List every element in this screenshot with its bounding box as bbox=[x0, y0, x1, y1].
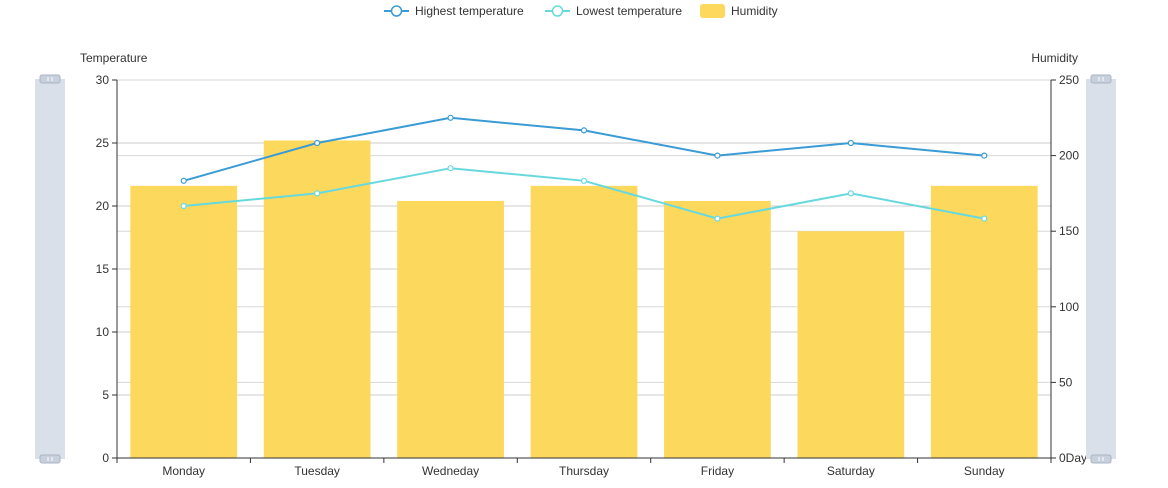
right-tick-label: 50 bbox=[1059, 375, 1073, 389]
left-tick-label: 15 bbox=[96, 262, 110, 276]
right-zoom-slider[interactable] bbox=[1086, 79, 1116, 459]
highest-temperature-point[interactable] bbox=[981, 152, 988, 159]
highest-temperature-point[interactable] bbox=[447, 114, 454, 121]
axes: Temperature Humidity 0 5 10 15 20 25 30 0Day 50 1… bbox=[80, 51, 1087, 478]
x-tick-label: Monday bbox=[162, 464, 205, 478]
x-tick-label: Sunday bbox=[964, 464, 1005, 478]
right-tick-label: 150 bbox=[1059, 224, 1079, 238]
right-tick-label: 0Day bbox=[1059, 451, 1087, 465]
right-tick-label: 250 bbox=[1059, 73, 1079, 87]
humidity-bar[interactable] bbox=[130, 185, 238, 458]
left-tick-label: 5 bbox=[102, 388, 109, 402]
lowest-temperature-point[interactable] bbox=[447, 165, 454, 172]
right-axis-title: Humidity bbox=[1031, 51, 1078, 65]
left-tick-label: 25 bbox=[96, 136, 110, 150]
humidity-bars bbox=[130, 140, 1038, 459]
humidity-bar[interactable] bbox=[530, 185, 638, 458]
left-tick-label: 10 bbox=[96, 325, 110, 339]
x-tick-label: Saturday bbox=[827, 464, 875, 478]
left-tick-label: 0 bbox=[102, 451, 109, 465]
data-zoom-sliders bbox=[35, 74, 1116, 464]
highest-temperature-point[interactable] bbox=[714, 152, 721, 159]
highest-temperature-point[interactable] bbox=[314, 139, 321, 147]
humidity-bar[interactable] bbox=[797, 231, 905, 458]
right-tick-label: 200 bbox=[1059, 149, 1079, 163]
lowest-temperature-point[interactable] bbox=[180, 202, 187, 210]
humidity-bar[interactable] bbox=[930, 185, 1038, 458]
lowest-temperature-point[interactable] bbox=[714, 215, 721, 222]
lowest-temperature-point[interactable] bbox=[580, 177, 588, 184]
x-tick-label: Friday bbox=[701, 464, 734, 478]
right-zoom-top-handle[interactable] bbox=[1090, 74, 1112, 84]
legend-item-humidity[interactable]: Humidity bbox=[700, 4, 778, 18]
left-zoom-bottom-handle[interactable] bbox=[39, 454, 61, 464]
highest-temperature-point[interactable] bbox=[847, 139, 854, 147]
left-tick-label: 20 bbox=[96, 199, 110, 213]
legend-point-marker bbox=[390, 5, 403, 17]
humidity-bar[interactable] bbox=[664, 200, 771, 458]
lowest-temperature-point[interactable] bbox=[847, 190, 854, 197]
lowest-temperature-point[interactable] bbox=[981, 215, 988, 222]
humidity-bar[interactable] bbox=[263, 140, 371, 459]
legend-label: Highest temperature bbox=[415, 4, 524, 18]
temperature-lines bbox=[180, 114, 988, 222]
lowest-temperature-point[interactable] bbox=[314, 190, 321, 197]
legend-label: Humidity bbox=[731, 4, 778, 18]
right-zoom-bottom-handle[interactable] bbox=[1090, 454, 1112, 464]
left-axis-title: Temperature bbox=[80, 51, 148, 65]
x-tick-label: Wedneday bbox=[422, 464, 479, 478]
legend-bar-marker bbox=[700, 4, 725, 18]
legend-label: Lowest temperature bbox=[576, 4, 682, 18]
x-tick-label: Thursday bbox=[559, 464, 609, 478]
humidity-bar[interactable] bbox=[397, 200, 504, 458]
left-zoom-top-handle[interactable] bbox=[39, 74, 61, 84]
legend-item-lowest-temperature[interactable]: Lowest temperature bbox=[545, 4, 682, 18]
right-tick-label: 100 bbox=[1059, 300, 1079, 314]
highest-temperature-point[interactable] bbox=[180, 177, 187, 184]
legend: Highest temperature Lowest temperature Hum… bbox=[384, 4, 778, 18]
highest-temperature-point[interactable] bbox=[580, 127, 588, 134]
legend-point-marker bbox=[551, 5, 564, 17]
x-tick-label: Tuesday bbox=[294, 464, 340, 478]
left-tick-label: 30 bbox=[96, 73, 110, 87]
legend-item-highest-temperature[interactable]: Highest temperature bbox=[384, 4, 524, 18]
left-zoom-slider[interactable] bbox=[35, 79, 65, 459]
